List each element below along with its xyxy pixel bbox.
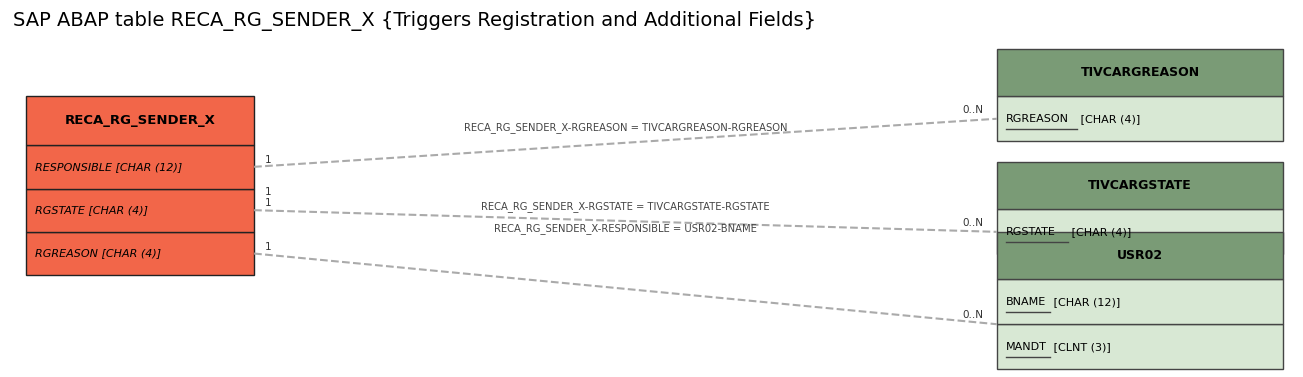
- Text: RECA_RG_SENDER_X-RGREASON = TIVCARGREASON-RGREASON: RECA_RG_SENDER_X-RGREASON = TIVCARGREASO…: [464, 123, 787, 133]
- FancyBboxPatch shape: [997, 232, 1283, 279]
- Text: RGREASON: RGREASON: [1006, 114, 1068, 124]
- Text: RESPONSIBLE [CHAR (12)]: RESPONSIBLE [CHAR (12)]: [35, 162, 182, 172]
- FancyBboxPatch shape: [997, 96, 1283, 141]
- FancyBboxPatch shape: [26, 188, 254, 232]
- FancyBboxPatch shape: [997, 209, 1283, 254]
- Text: RGSTATE: RGSTATE: [1006, 227, 1055, 237]
- Text: USR02: USR02: [1117, 249, 1164, 262]
- Text: TIVCARGREASON: TIVCARGREASON: [1080, 66, 1200, 79]
- Text: BNAME: BNAME: [1006, 297, 1046, 307]
- Text: 1: 1: [265, 242, 271, 252]
- FancyBboxPatch shape: [26, 232, 254, 275]
- Text: RGREASON [CHAR (4)]: RGREASON [CHAR (4)]: [35, 248, 162, 259]
- Text: TIVCARGSTATE: TIVCARGSTATE: [1088, 179, 1192, 192]
- Text: [CHAR (12)]: [CHAR (12)]: [1050, 297, 1121, 307]
- Text: 0..N: 0..N: [963, 310, 984, 320]
- FancyBboxPatch shape: [997, 324, 1283, 369]
- Text: 0..N: 0..N: [963, 218, 984, 228]
- FancyBboxPatch shape: [997, 49, 1283, 96]
- Text: [CHAR (4)]: [CHAR (4)]: [1076, 114, 1140, 124]
- Text: MANDT: MANDT: [1006, 342, 1046, 352]
- Text: RGSTATE [CHAR (4)]: RGSTATE [CHAR (4)]: [35, 205, 149, 215]
- Text: RECA_RG_SENDER_X-RGSTATE = TIVCARGSTATE-RGSTATE: RECA_RG_SENDER_X-RGSTATE = TIVCARGSTATE-…: [481, 201, 770, 211]
- Text: RECA_RG_SENDER_X-RESPONSIBLE = USR02-BNAME: RECA_RG_SENDER_X-RESPONSIBLE = USR02-BNA…: [494, 223, 757, 234]
- FancyBboxPatch shape: [997, 162, 1283, 209]
- FancyBboxPatch shape: [997, 279, 1283, 324]
- Text: 1
1: 1 1: [265, 187, 271, 208]
- Text: [CHAR (4)]: [CHAR (4)]: [1068, 227, 1131, 237]
- Text: [CLNT (3)]: [CLNT (3)]: [1050, 342, 1111, 352]
- Text: 0..N: 0..N: [963, 105, 984, 115]
- Text: SAP ABAP table RECA_RG_SENDER_X {Triggers Registration and Additional Fields}: SAP ABAP table RECA_RG_SENDER_X {Trigger…: [13, 11, 816, 31]
- FancyBboxPatch shape: [26, 96, 254, 145]
- Text: RECA_RG_SENDER_X: RECA_RG_SENDER_X: [65, 114, 215, 127]
- FancyBboxPatch shape: [26, 145, 254, 188]
- Text: 1: 1: [265, 155, 271, 165]
